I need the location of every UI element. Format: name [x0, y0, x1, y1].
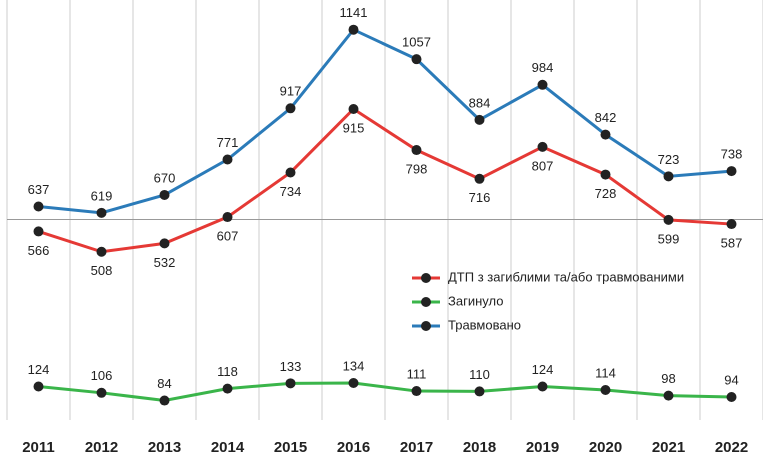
x-tick-label: 2018 — [463, 439, 496, 456]
data-label: 111 — [407, 366, 427, 381]
x-tick-label: 2013 — [148, 439, 181, 456]
data-label: 566 — [28, 243, 50, 258]
data-point — [222, 212, 233, 223]
data-point — [537, 141, 548, 152]
data-label: 723 — [658, 152, 680, 167]
data-label: 133 — [280, 359, 302, 374]
data-label: 607 — [217, 228, 239, 243]
data-label: 884 — [469, 95, 491, 110]
x-tick-label: 2015 — [274, 439, 307, 456]
data-point — [663, 171, 674, 182]
data-label: 771 — [217, 135, 239, 150]
data-point — [411, 145, 422, 156]
x-tick-label: 2016 — [337, 439, 370, 456]
data-label: 124 — [532, 362, 554, 377]
x-tick-label: 2019 — [526, 439, 559, 456]
data-point — [159, 395, 170, 406]
data-label: 716 — [469, 190, 491, 205]
data-label: 807 — [532, 158, 554, 173]
series-line — [38, 381, 732, 403]
data-label: 637 — [28, 182, 50, 197]
x-tick-label: 2020 — [589, 439, 622, 456]
data-label: 84 — [157, 376, 171, 391]
legend-label: Загинуло — [448, 293, 503, 308]
data-point — [474, 386, 485, 397]
data-point — [474, 173, 485, 184]
data-label: 842 — [595, 110, 617, 125]
data-label: 619 — [91, 188, 113, 203]
data-point — [411, 54, 422, 65]
data-label: 114 — [595, 365, 616, 380]
data-label: 508 — [91, 263, 113, 278]
data-point — [537, 79, 548, 90]
x-tick-label: 2022 — [715, 439, 748, 456]
data-point — [33, 226, 44, 237]
x-tick-label: 2017 — [400, 439, 433, 456]
data-label: 670 — [154, 170, 176, 185]
data-label: 94 — [724, 372, 738, 387]
series-line — [38, 107, 732, 254]
data-label: 587 — [721, 235, 743, 250]
data-point — [285, 378, 296, 389]
data-label: 118 — [217, 364, 238, 379]
data-point — [537, 381, 548, 392]
legend-label: Травмовано — [448, 317, 521, 332]
data-point — [348, 377, 359, 388]
data-label: 1141 — [340, 5, 368, 20]
data-point — [348, 24, 359, 35]
x-tick-label: 2012 — [85, 439, 118, 456]
data-point — [33, 201, 44, 212]
data-label: 734 — [280, 184, 302, 199]
data-point — [600, 129, 611, 140]
x-tick-label: 2014 — [211, 439, 245, 456]
data-point — [96, 246, 107, 257]
data-point — [663, 390, 674, 401]
data-point — [600, 169, 611, 180]
data-point — [663, 214, 674, 225]
data-label: 532 — [154, 255, 176, 270]
data-point — [726, 166, 737, 177]
data-label: 738 — [721, 147, 743, 162]
data-label: 124 — [28, 362, 50, 377]
data-point — [600, 385, 611, 396]
data-label: 599 — [658, 231, 680, 246]
data-label: 1057 — [402, 35, 431, 50]
data-label: 110 — [469, 367, 490, 382]
data-point — [96, 387, 107, 398]
data-point — [96, 207, 107, 218]
data-point — [411, 386, 422, 397]
legend-marker — [421, 321, 431, 331]
data-point — [348, 103, 359, 114]
data-label: 134 — [343, 358, 365, 373]
data-point — [159, 189, 170, 200]
data-point — [159, 238, 170, 249]
data-label: 106 — [91, 368, 113, 383]
data-point — [285, 103, 296, 114]
data-point — [726, 219, 737, 230]
data-label: 915 — [343, 120, 365, 135]
x-tick-label: 2011 — [22, 439, 55, 456]
legend-marker — [421, 297, 431, 307]
data-point — [222, 154, 233, 165]
data-point — [474, 114, 485, 125]
x-tick-label: 2021 — [652, 439, 685, 456]
legend-marker — [421, 273, 431, 283]
data-label: 728 — [595, 186, 617, 201]
data-label: 984 — [532, 60, 554, 75]
data-point — [222, 383, 233, 394]
data-label: 798 — [406, 161, 428, 176]
data-label: 917 — [280, 84, 302, 99]
series-line — [38, 27, 732, 215]
data-point — [33, 381, 44, 392]
data-label: 98 — [661, 371, 675, 386]
legend-label: ДТП з загиблими та/або травмованими — [448, 269, 684, 284]
data-point — [726, 392, 737, 403]
data-point — [285, 167, 296, 178]
